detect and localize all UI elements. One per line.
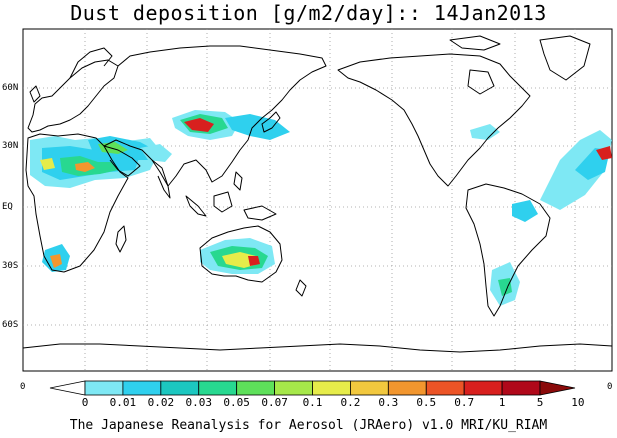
coast-britain xyxy=(29,85,41,103)
colorbar-segment xyxy=(501,380,541,396)
dust-atlantic-hot xyxy=(596,146,612,160)
dust-sahara-hot xyxy=(75,162,95,172)
colorbar-segment xyxy=(425,380,465,396)
dust-australia-hot xyxy=(248,256,260,266)
coast-scandinavia xyxy=(69,47,113,79)
colorbar-segment xyxy=(312,380,351,396)
dust-south-africa-core xyxy=(50,254,62,268)
coast-hudson xyxy=(467,69,495,95)
coast-antarctica xyxy=(22,343,613,353)
coast-arabia xyxy=(103,145,141,177)
map-frame xyxy=(22,28,613,372)
dust-patagonia-core xyxy=(498,278,512,296)
coast-new-zealand xyxy=(295,279,307,297)
map-title: Dust deposition [g/m2/day]:: 14Jan2013 xyxy=(70,1,547,25)
colorbar-tick-label: 0.2 xyxy=(340,396,361,409)
colorbar-tick-label: 0.07 xyxy=(261,396,288,409)
colorbar-right-label: 0 xyxy=(607,382,613,392)
colorbar xyxy=(49,380,576,396)
colorbar-tick-label: 5 xyxy=(536,396,544,409)
coast-asia xyxy=(103,45,327,187)
coast-africa xyxy=(25,133,129,273)
coast-sumatra xyxy=(185,195,207,217)
footer-credit: The Japanese Reanalysis for Aerosol (JRA… xyxy=(69,418,548,433)
coast-borneo xyxy=(213,191,233,213)
coast-india xyxy=(151,159,171,199)
colorbar-left-label: 0 xyxy=(20,382,26,392)
colorbar-tick-label: 0.03 xyxy=(185,396,213,409)
colorbar-tick-label: 1 xyxy=(498,396,506,409)
coast-madagascar xyxy=(115,225,127,253)
colorbar-segment xyxy=(122,380,162,396)
coast-new-guinea xyxy=(243,205,277,221)
dust-deposition-shading xyxy=(30,110,612,306)
dust-gobi-core xyxy=(184,118,214,132)
coast-greenland xyxy=(539,35,591,81)
lat-label-30n: 30N xyxy=(2,141,19,151)
world-map xyxy=(22,28,613,372)
colorbar-tick-label: 0.3 xyxy=(378,396,399,409)
coast-europe xyxy=(27,59,119,133)
graticule xyxy=(23,29,612,371)
colorbar-tick-label: 0.7 xyxy=(454,396,475,409)
colorbar-segment xyxy=(274,380,313,396)
lat-label-30s: 30S xyxy=(2,261,19,271)
dust-amazon xyxy=(512,200,538,222)
lat-label-60s: 60S xyxy=(2,320,19,330)
dust-east-asia-plume xyxy=(225,114,290,140)
colorbar-tick-label: 0 xyxy=(81,396,89,409)
colorbar-tick-label: 0.01 xyxy=(109,396,137,409)
colorbar-tick-label: 10 xyxy=(571,396,585,409)
colorbar-segment-lower xyxy=(49,380,86,396)
dust-sahara-hot2 xyxy=(40,158,55,170)
dust-india xyxy=(140,144,172,162)
coast-australia xyxy=(199,225,283,283)
colorbar-tick-label: 0.05 xyxy=(223,396,250,409)
colorbar-tick-label: 0.1 xyxy=(302,396,323,409)
colorbar-tick-label: 0.02 xyxy=(147,396,175,409)
colorbar-segment xyxy=(160,380,200,396)
colorbar-segment xyxy=(84,380,124,396)
colorbar-segment xyxy=(236,380,275,396)
colorbar-segment xyxy=(350,380,389,396)
coast-south-america xyxy=(465,183,551,317)
colorbar-segment xyxy=(387,380,427,396)
colorbar-tick-label: 0.5 xyxy=(416,396,437,409)
coast-philippines xyxy=(233,171,243,191)
coastlines xyxy=(22,35,613,353)
colorbar-segment xyxy=(463,380,503,396)
coast-north-america xyxy=(337,53,531,187)
lat-label-60n: 60N xyxy=(2,83,19,93)
colorbar-segment-upper xyxy=(539,380,576,396)
colorbar-segment xyxy=(198,380,238,396)
lat-label-eq: EQ xyxy=(2,202,13,212)
dust-us-east xyxy=(470,124,500,140)
coast-arctic-islands xyxy=(449,35,501,51)
coast-japan xyxy=(261,111,281,133)
